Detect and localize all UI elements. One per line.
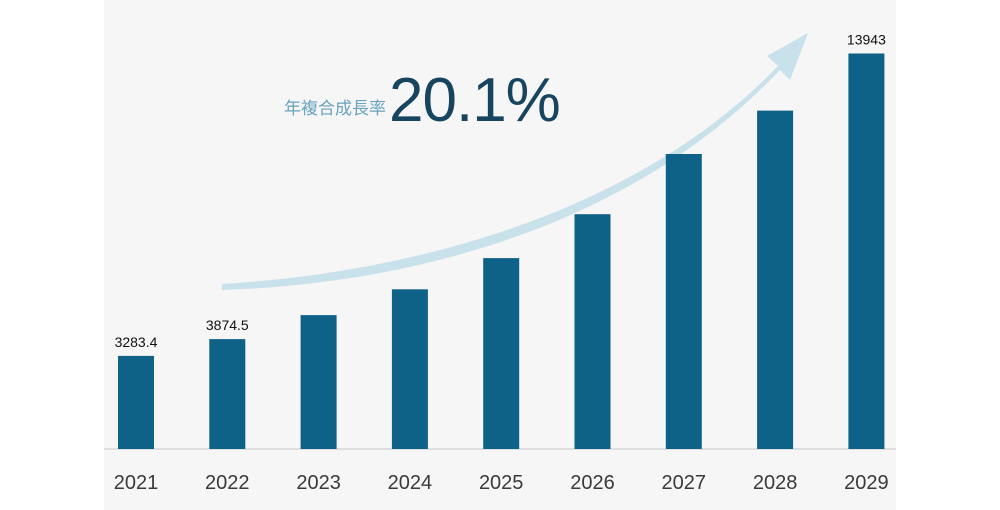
bar-2024: [391, 289, 428, 449]
bar-2022: [209, 339, 246, 449]
bar-2025: [483, 258, 520, 449]
data-label-2029: 13943: [847, 32, 886, 48]
cagr-label: 年複合成長率: [284, 99, 386, 119]
x-tick-2022: 2022: [205, 472, 250, 494]
bar-2021: [118, 355, 154, 449]
x-tick-2023: 2023: [296, 472, 341, 494]
x-tick-2028: 2028: [753, 472, 798, 494]
x-tick-2025: 2025: [479, 472, 524, 494]
x-tick-labels-layer: 2021 2022 2023 2024 2025 2026 2027 2028 2029: [114, 472, 889, 494]
cagr-value: 20.1%: [389, 66, 561, 135]
x-tick-2021: 2021: [114, 472, 159, 494]
x-tick-2027: 2027: [662, 472, 707, 494]
x-tick-2026: 2026: [570, 472, 615, 494]
data-label-2022: 3874.5: [206, 317, 249, 333]
bar-2026: [574, 214, 611, 449]
cagr-callout: 年複合成長率 20.1%: [284, 66, 561, 135]
bar-2027: [665, 154, 702, 449]
bars-layer: [118, 53, 885, 449]
bar-2029: [848, 53, 885, 449]
data-label-2021: 3283.4: [115, 334, 158, 350]
bar-2023: [300, 315, 337, 449]
x-tick-2024: 2024: [388, 472, 433, 494]
bar-2028: [757, 110, 794, 449]
x-tick-2029: 2029: [844, 472, 889, 494]
data-labels-layer: 3283.4 3874.5 13943: [115, 32, 886, 350]
